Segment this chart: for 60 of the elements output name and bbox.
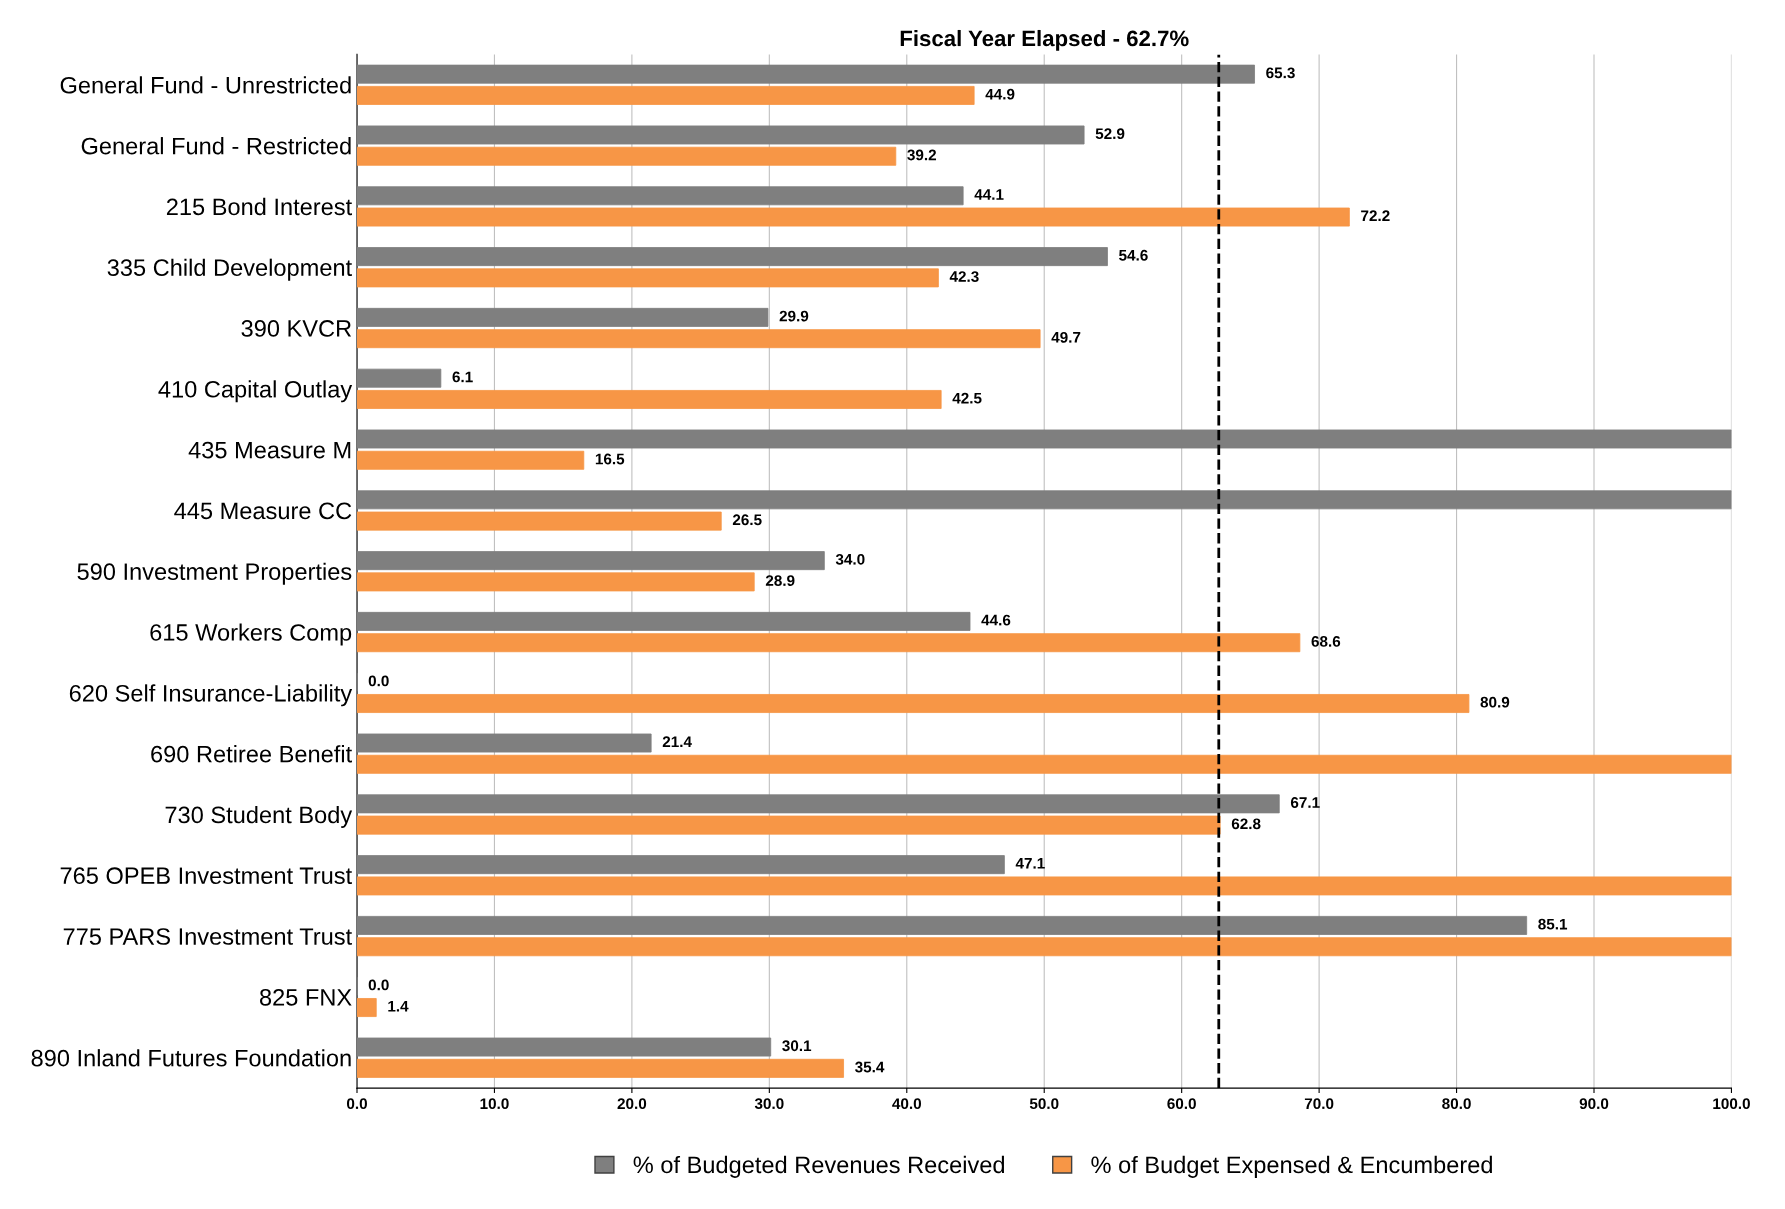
data-label: 0.0 xyxy=(368,979,389,991)
y-tick-label: 590 Investment Properties xyxy=(77,562,352,585)
y-tick-label: 765 OPEB Investment Trust xyxy=(60,867,352,885)
y-tick-label: 825 FNX xyxy=(259,988,352,1006)
data-label: 44.9 xyxy=(985,88,1015,100)
data-label: 6.1 xyxy=(452,371,473,383)
data-label: 1.4 xyxy=(388,1000,409,1012)
y-tick-label: 620 Self Insurance-Liability xyxy=(69,684,353,707)
x-tick-label: 80.0 xyxy=(1442,1098,1471,1110)
y-tick-label: 690 Retiree Benefit xyxy=(151,745,352,763)
data-label: 44.1 xyxy=(974,189,1004,200)
y-tick-label: 410 Capital Outlay xyxy=(158,380,353,403)
data-label: 49.7 xyxy=(1051,331,1081,343)
y-tick-label: 890 Inland Futures Foundation xyxy=(31,1049,351,1067)
x-tick-label: 60.0 xyxy=(1167,1098,1196,1110)
data-label: 34.0 xyxy=(835,553,865,565)
y-tick-label: General Fund - Restricted xyxy=(81,137,351,155)
data-label: 16.5 xyxy=(595,453,625,465)
data-label: 80.9 xyxy=(1480,696,1510,708)
data-label: 54.6 xyxy=(1119,249,1148,261)
data-label: 35.4 xyxy=(855,1061,885,1073)
x-tick-label: 50.0 xyxy=(1029,1098,1059,1110)
data-label: 62.8 xyxy=(1231,818,1261,830)
y-tick-label: 215 Bond Interest xyxy=(166,197,352,216)
x-tick-label: 40.0 xyxy=(892,1098,922,1110)
data-label: 65.3 xyxy=(1266,67,1295,79)
y-tick-label: 775 PARS Investment Trust xyxy=(63,928,352,945)
data-label: 68.6 xyxy=(1311,635,1341,647)
data-label: 44.6 xyxy=(981,614,1011,626)
y-tick-label: General Fund - Unrestricted xyxy=(60,76,351,94)
data-label: 26.5 xyxy=(732,514,762,526)
x-tick-label: 0.0 xyxy=(346,1098,367,1110)
data-label: 21.4 xyxy=(662,736,692,747)
legend-label: % of Budget Expensed & Encumbered xyxy=(1091,1155,1492,1178)
data-label: 85.1 xyxy=(1538,918,1568,930)
legend-label: % of Budgeted Revenues Received xyxy=(633,1155,1005,1178)
chart-title: Fiscal Year Elapsed - 62.7% xyxy=(900,29,1189,51)
data-label: 72.2 xyxy=(1361,210,1390,222)
x-tick-label: 20.0 xyxy=(617,1098,647,1110)
data-label: 42.3 xyxy=(949,271,979,282)
data-label: 0.0 xyxy=(368,675,389,687)
x-tick-label: 70.0 xyxy=(1304,1098,1334,1110)
x-tick-label: 90.0 xyxy=(1579,1098,1609,1110)
y-tick-label: 615 Workers Comp xyxy=(150,623,352,646)
y-tick-label: 730 Student Body xyxy=(165,805,353,828)
data-label: 28.9 xyxy=(765,575,795,586)
data-label: 52.9 xyxy=(1095,128,1125,140)
x-tick-label: 100.0 xyxy=(1713,1098,1750,1110)
x-tick-label: 30.0 xyxy=(754,1098,784,1110)
data-label: 30.1 xyxy=(782,1040,812,1052)
data-label: 39.2 xyxy=(907,149,937,161)
data-label: 29.9 xyxy=(779,310,809,322)
x-tick-label: 10.0 xyxy=(480,1098,509,1110)
data-label: 42.5 xyxy=(952,392,982,404)
data-label: 67.1 xyxy=(1290,797,1320,808)
y-tick-label: 435 Measure M xyxy=(188,441,351,459)
y-tick-label: 335 Child Development xyxy=(107,258,352,281)
y-tick-label: 445 Measure CC xyxy=(174,502,352,520)
y-tick-label: 390 KVCR xyxy=(241,320,352,337)
data-label: 47.1 xyxy=(1015,858,1045,869)
